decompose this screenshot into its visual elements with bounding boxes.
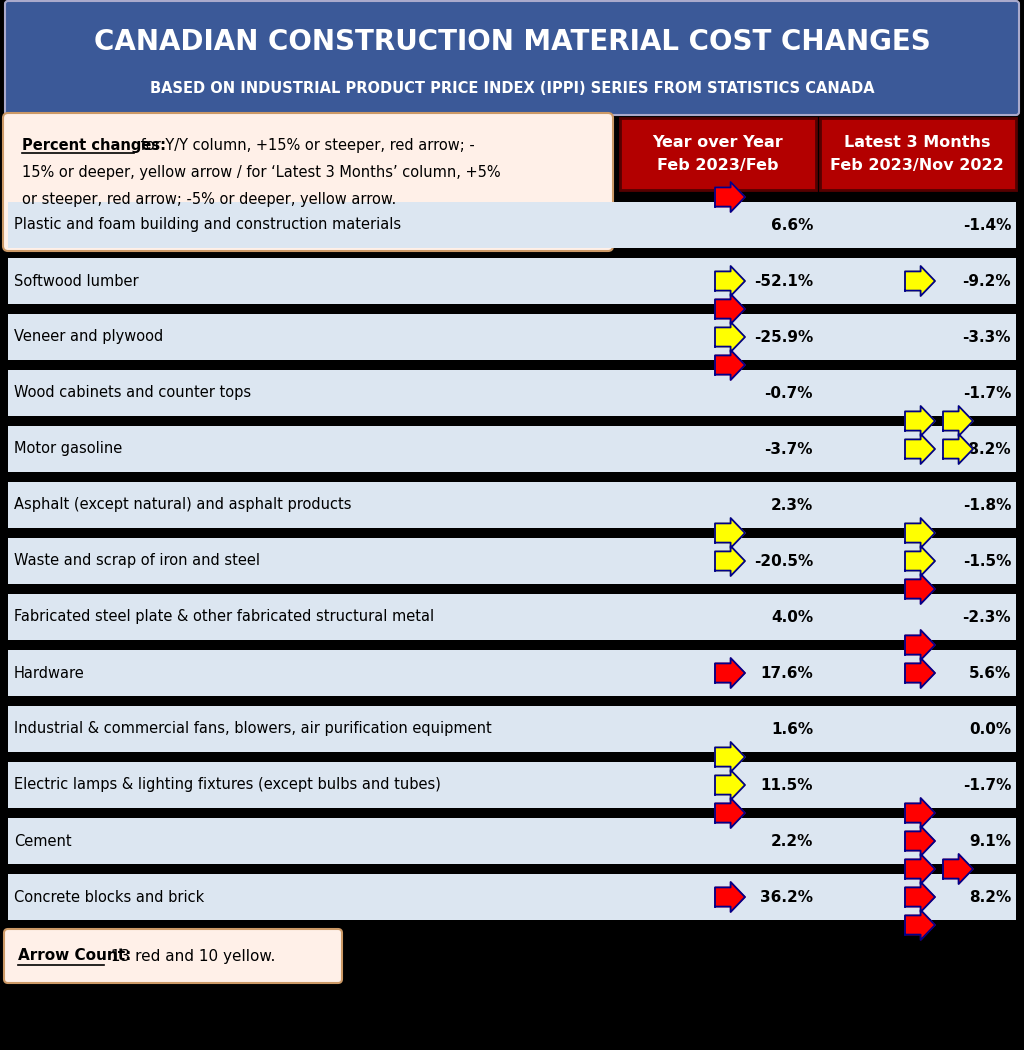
FancyBboxPatch shape bbox=[8, 706, 1016, 752]
Text: 2.2%: 2.2% bbox=[771, 834, 813, 848]
FancyBboxPatch shape bbox=[620, 118, 816, 190]
FancyBboxPatch shape bbox=[8, 650, 1016, 696]
Text: -8.2%: -8.2% bbox=[963, 441, 1011, 457]
FancyBboxPatch shape bbox=[4, 929, 342, 983]
Text: 11.5%: 11.5% bbox=[761, 777, 813, 793]
Polygon shape bbox=[905, 854, 935, 884]
Polygon shape bbox=[905, 882, 935, 912]
Polygon shape bbox=[715, 322, 745, 352]
FancyBboxPatch shape bbox=[8, 258, 1016, 304]
Polygon shape bbox=[715, 742, 745, 772]
Polygon shape bbox=[715, 882, 745, 912]
Text: for Y/Y column, +15% or steeper, red arrow; -: for Y/Y column, +15% or steeper, red arr… bbox=[136, 138, 475, 153]
Text: 4.0%: 4.0% bbox=[771, 609, 813, 625]
Text: -2.3%: -2.3% bbox=[963, 609, 1011, 625]
Text: -3.3%: -3.3% bbox=[963, 330, 1011, 344]
Text: 17.6%: 17.6% bbox=[760, 666, 813, 680]
Polygon shape bbox=[905, 518, 935, 548]
Text: Motor gasoline: Motor gasoline bbox=[14, 441, 122, 457]
Polygon shape bbox=[943, 406, 973, 436]
Text: -52.1%: -52.1% bbox=[754, 273, 813, 289]
Polygon shape bbox=[905, 630, 935, 660]
Polygon shape bbox=[905, 434, 935, 464]
Text: 1.6%: 1.6% bbox=[771, 721, 813, 736]
Text: Concrete blocks and brick: Concrete blocks and brick bbox=[14, 889, 204, 904]
Polygon shape bbox=[715, 350, 745, 380]
Polygon shape bbox=[715, 266, 745, 296]
Text: 9.1%: 9.1% bbox=[969, 834, 1011, 848]
Text: 6.6%: 6.6% bbox=[771, 217, 813, 232]
Text: 8.2%: 8.2% bbox=[969, 889, 1011, 904]
Text: Waste and scrap of iron and steel: Waste and scrap of iron and steel bbox=[14, 553, 260, 568]
Text: -1.4%: -1.4% bbox=[963, 217, 1011, 232]
FancyBboxPatch shape bbox=[8, 594, 1016, 640]
Text: Cement: Cement bbox=[14, 834, 72, 848]
Polygon shape bbox=[905, 266, 935, 296]
Polygon shape bbox=[905, 658, 935, 688]
FancyBboxPatch shape bbox=[8, 874, 1016, 920]
FancyBboxPatch shape bbox=[8, 538, 1016, 584]
Polygon shape bbox=[905, 910, 935, 940]
Text: Hardware: Hardware bbox=[14, 666, 85, 680]
Text: Arrow Count:: Arrow Count: bbox=[18, 948, 131, 964]
Text: Wood cabinets and counter tops: Wood cabinets and counter tops bbox=[14, 385, 251, 400]
Text: Latest 3 Months
Feb 2023/Nov 2022: Latest 3 Months Feb 2023/Nov 2022 bbox=[830, 135, 1004, 172]
FancyBboxPatch shape bbox=[8, 202, 1016, 248]
Polygon shape bbox=[905, 546, 935, 576]
FancyBboxPatch shape bbox=[8, 818, 1016, 864]
Text: Softwood lumber: Softwood lumber bbox=[14, 273, 138, 289]
Text: 13 red and 10 yellow.: 13 red and 10 yellow. bbox=[106, 948, 275, 964]
Text: Asphalt (except natural) and asphalt products: Asphalt (except natural) and asphalt pro… bbox=[14, 498, 351, 512]
Text: -1.5%: -1.5% bbox=[963, 553, 1011, 568]
Polygon shape bbox=[715, 770, 745, 800]
Polygon shape bbox=[905, 826, 935, 856]
FancyBboxPatch shape bbox=[8, 482, 1016, 528]
Polygon shape bbox=[905, 406, 935, 436]
Text: BASED ON INDUSTRIAL PRODUCT PRICE INDEX (IPPI) SERIES FROM STATISTICS CANADA: BASED ON INDUSTRIAL PRODUCT PRICE INDEX … bbox=[150, 81, 874, 96]
Text: 5.6%: 5.6% bbox=[969, 666, 1011, 680]
Text: Percent changes:: Percent changes: bbox=[22, 138, 166, 153]
Text: Electric lamps & lighting fixtures (except bulbs and tubes): Electric lamps & lighting fixtures (exce… bbox=[14, 777, 441, 793]
Polygon shape bbox=[905, 574, 935, 604]
FancyBboxPatch shape bbox=[8, 370, 1016, 416]
Text: Industrial & commercial fans, blowers, air purification equipment: Industrial & commercial fans, blowers, a… bbox=[14, 721, 492, 736]
Text: CANADIAN CONSTRUCTION MATERIAL COST CHANGES: CANADIAN CONSTRUCTION MATERIAL COST CHAN… bbox=[93, 27, 931, 56]
Polygon shape bbox=[943, 854, 973, 884]
Text: 2.3%: 2.3% bbox=[771, 498, 813, 512]
Text: -0.7%: -0.7% bbox=[765, 385, 813, 400]
Text: 36.2%: 36.2% bbox=[760, 889, 813, 904]
Polygon shape bbox=[905, 798, 935, 828]
Text: -3.7%: -3.7% bbox=[765, 441, 813, 457]
Text: Plastic and foam building and construction materials: Plastic and foam building and constructi… bbox=[14, 217, 401, 232]
Polygon shape bbox=[715, 518, 745, 548]
FancyBboxPatch shape bbox=[5, 1, 1019, 116]
Text: -1.7%: -1.7% bbox=[963, 385, 1011, 400]
FancyBboxPatch shape bbox=[8, 762, 1016, 808]
Text: -20.5%: -20.5% bbox=[754, 553, 813, 568]
Text: Year over Year
Feb 2023/Feb: Year over Year Feb 2023/Feb bbox=[652, 135, 783, 172]
Polygon shape bbox=[715, 182, 745, 212]
FancyBboxPatch shape bbox=[8, 314, 1016, 360]
FancyBboxPatch shape bbox=[3, 113, 613, 251]
Text: Fabricated steel plate & other fabricated structural metal: Fabricated steel plate & other fabricate… bbox=[14, 609, 434, 625]
Text: -9.2%: -9.2% bbox=[963, 273, 1011, 289]
Polygon shape bbox=[715, 546, 745, 576]
Text: -1.7%: -1.7% bbox=[963, 777, 1011, 793]
Polygon shape bbox=[715, 658, 745, 688]
Polygon shape bbox=[715, 798, 745, 828]
Text: or steeper, red arrow; -5% or deeper, yellow arrow.: or steeper, red arrow; -5% or deeper, ye… bbox=[22, 192, 396, 207]
FancyBboxPatch shape bbox=[8, 426, 1016, 472]
Text: 15% or deeper, yellow arrow / for ‘Latest 3 Months’ column, +5%: 15% or deeper, yellow arrow / for ‘Lates… bbox=[22, 165, 501, 180]
Text: 0.0%: 0.0% bbox=[969, 721, 1011, 736]
Polygon shape bbox=[715, 294, 745, 324]
Polygon shape bbox=[943, 434, 973, 464]
Text: -25.9%: -25.9% bbox=[754, 330, 813, 344]
Text: -1.8%: -1.8% bbox=[963, 498, 1011, 512]
Text: Veneer and plywood: Veneer and plywood bbox=[14, 330, 163, 344]
FancyBboxPatch shape bbox=[820, 118, 1016, 190]
